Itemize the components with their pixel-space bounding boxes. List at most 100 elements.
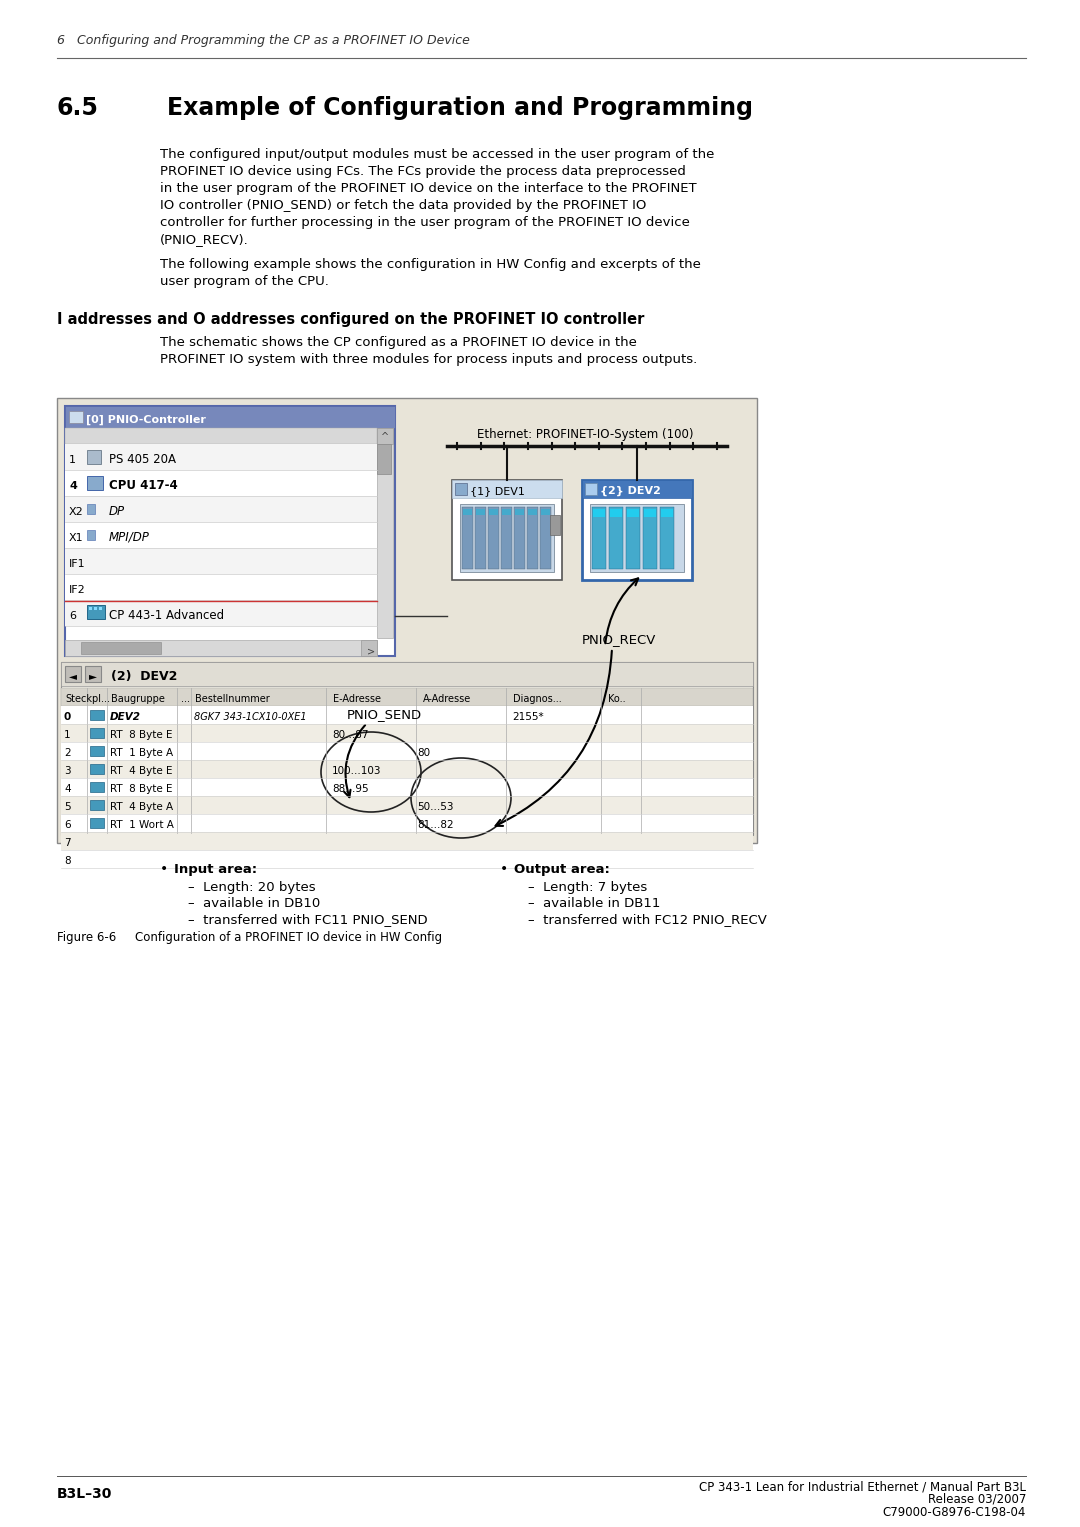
FancyBboxPatch shape (87, 476, 103, 490)
FancyBboxPatch shape (527, 507, 538, 570)
FancyBboxPatch shape (377, 428, 393, 638)
FancyBboxPatch shape (87, 605, 105, 618)
Text: –  Length: 20 bytes: – Length: 20 bytes (188, 881, 315, 893)
Text: [0] PNIO-Controller: [0] PNIO-Controller (86, 415, 206, 425)
Text: 6.5: 6.5 (57, 96, 99, 121)
FancyBboxPatch shape (60, 760, 753, 777)
Text: The schematic shows the CP configured as a PROFINET IO device in the: The schematic shows the CP configured as… (160, 336, 637, 350)
Text: PNIO_SEND: PNIO_SEND (347, 709, 422, 721)
FancyBboxPatch shape (81, 641, 161, 654)
FancyBboxPatch shape (377, 444, 391, 473)
FancyBboxPatch shape (585, 483, 597, 495)
FancyBboxPatch shape (541, 508, 550, 515)
Text: •: • (160, 863, 168, 876)
Text: Example of Configuration and Programming: Example of Configuration and Programming (167, 96, 753, 121)
Text: MPI/DP: MPI/DP (109, 531, 150, 544)
Text: The configured input/output modules must be accessed in the user program of the: The configured input/output modules must… (160, 148, 714, 160)
FancyBboxPatch shape (593, 508, 605, 518)
FancyBboxPatch shape (453, 479, 562, 498)
FancyBboxPatch shape (60, 777, 753, 796)
Text: •: • (500, 863, 509, 876)
Text: PS 405 20A: PS 405 20A (109, 454, 176, 466)
Text: ^: ^ (381, 432, 389, 441)
FancyBboxPatch shape (65, 548, 377, 574)
FancyBboxPatch shape (377, 428, 393, 444)
Text: E-Adresse: E-Adresse (333, 693, 381, 704)
FancyBboxPatch shape (65, 600, 377, 626)
FancyArrowPatch shape (605, 579, 638, 643)
FancyBboxPatch shape (89, 608, 92, 609)
FancyBboxPatch shape (462, 507, 473, 570)
Text: 81...82: 81...82 (417, 820, 454, 831)
Text: 4: 4 (69, 481, 77, 492)
FancyArrowPatch shape (496, 651, 612, 826)
Text: 3: 3 (64, 767, 70, 776)
Text: Figure 6-6     Configuration of a PROFINET IO device in HW Config: Figure 6-6 Configuration of a PROFINET I… (57, 931, 442, 944)
Text: 100...103: 100...103 (332, 767, 381, 776)
FancyBboxPatch shape (643, 507, 657, 570)
FancyBboxPatch shape (627, 508, 639, 518)
FancyBboxPatch shape (609, 507, 623, 570)
Text: –  transferred with FC12 PNIO_RECV: – transferred with FC12 PNIO_RECV (528, 913, 767, 925)
Text: RT  4 Byte A: RT 4 Byte A (110, 802, 173, 812)
Text: user program of the CPU.: user program of the CPU. (160, 275, 329, 289)
Text: B3L–30: B3L–30 (57, 1487, 112, 1501)
FancyBboxPatch shape (90, 800, 104, 809)
FancyBboxPatch shape (65, 444, 377, 470)
FancyBboxPatch shape (90, 782, 104, 793)
Text: Ethernet: PROFINET-IO-System (100): Ethernet: PROFINET-IO-System (100) (477, 428, 693, 441)
Text: CP 343-1 Lean for Industrial Ethernet / Manual Part B3L: CP 343-1 Lean for Industrial Ethernet / … (699, 1480, 1026, 1493)
Text: Output area:: Output area: (514, 863, 610, 876)
FancyBboxPatch shape (65, 574, 377, 600)
FancyBboxPatch shape (515, 508, 524, 515)
FancyBboxPatch shape (661, 508, 673, 518)
Text: 80...87: 80...87 (332, 730, 368, 741)
Text: IF1: IF1 (69, 559, 85, 570)
Text: A-Adresse: A-Adresse (423, 693, 471, 704)
Text: RT  8 Byte E: RT 8 Byte E (110, 783, 173, 794)
Text: Ko..: Ko.. (608, 693, 625, 704)
FancyBboxPatch shape (65, 640, 377, 657)
FancyBboxPatch shape (476, 508, 485, 515)
Text: –  available in DB11: – available in DB11 (528, 896, 660, 910)
FancyBboxPatch shape (90, 710, 104, 721)
FancyBboxPatch shape (60, 796, 753, 814)
FancyBboxPatch shape (590, 504, 684, 573)
Text: –  transferred with FC11 PNIO_SEND: – transferred with FC11 PNIO_SEND (188, 913, 428, 925)
Text: CP 443-1 Advanced: CP 443-1 Advanced (109, 609, 225, 621)
Text: Bestellnummer: Bestellnummer (195, 693, 270, 704)
FancyBboxPatch shape (87, 504, 95, 515)
Text: in the user program of the PROFINET IO device on the interface to the PROFINET: in the user program of the PROFINET IO d… (160, 182, 697, 195)
FancyBboxPatch shape (361, 640, 377, 657)
FancyBboxPatch shape (90, 747, 104, 756)
Text: 6: 6 (64, 820, 70, 831)
FancyBboxPatch shape (626, 507, 640, 570)
FancyBboxPatch shape (475, 507, 486, 570)
FancyBboxPatch shape (644, 508, 656, 518)
FancyBboxPatch shape (65, 496, 377, 522)
FancyBboxPatch shape (501, 507, 512, 570)
Text: 8: 8 (64, 857, 70, 866)
Text: 7: 7 (64, 838, 70, 847)
Text: RT  1 Wort A: RT 1 Wort A (110, 820, 174, 831)
Text: X1: X1 (69, 533, 83, 544)
Text: I addresses and O addresses configured on the PROFINET IO controller: I addresses and O addresses configured o… (57, 312, 645, 327)
FancyBboxPatch shape (65, 522, 377, 548)
Text: (PNIO_RECV).: (PNIO_RECV). (160, 234, 248, 246)
FancyBboxPatch shape (514, 507, 525, 570)
Text: >: > (367, 646, 375, 657)
Text: {2} DEV2: {2} DEV2 (600, 486, 661, 496)
Text: RT  1 Byte A: RT 1 Byte A (110, 748, 173, 757)
Text: PNIO_RECV: PNIO_RECV (582, 634, 657, 646)
FancyBboxPatch shape (60, 742, 753, 760)
FancyBboxPatch shape (488, 507, 499, 570)
FancyBboxPatch shape (528, 508, 537, 515)
FancyBboxPatch shape (65, 428, 377, 444)
Text: ►: ► (89, 670, 97, 681)
Text: PROFINET IO system with three modules for process inputs and process outputs.: PROFINET IO system with three modules fo… (160, 353, 698, 366)
FancyBboxPatch shape (610, 508, 622, 518)
Text: IF2: IF2 (69, 585, 85, 596)
FancyBboxPatch shape (60, 705, 753, 724)
FancyBboxPatch shape (582, 479, 692, 580)
FancyBboxPatch shape (502, 508, 511, 515)
